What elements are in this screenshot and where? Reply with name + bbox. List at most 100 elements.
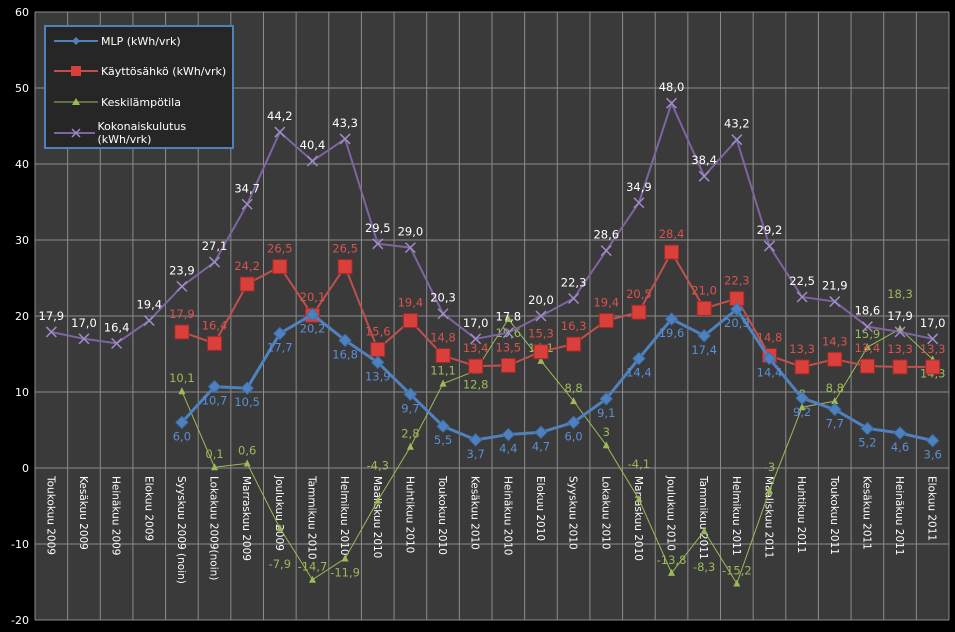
data-label: 13,3 [887, 342, 913, 356]
data-label: 17,9 [39, 309, 65, 323]
data-point-diamond [371, 355, 385, 370]
data-label: 34,7 [234, 181, 260, 195]
data-point-triangle [406, 442, 414, 450]
x-marker-icon [54, 128, 95, 138]
data-point-square [566, 336, 582, 352]
data-point-square [468, 358, 484, 374]
data-label: 19,4 [593, 296, 619, 310]
data-point-triangle [276, 524, 284, 532]
data-label: 17,4 [691, 343, 717, 357]
x-tick-label: Toukokuu 2011 [828, 475, 840, 555]
data-point-square [925, 359, 941, 375]
series-triangle: 10,1 0,1 0,6 -7,9 -14,7-11,9 -4,3 2,8 11,1 12,8 1… [169, 287, 945, 587]
data-label: 14,3 [822, 334, 848, 348]
data-point-square [435, 348, 451, 364]
data-label: 18,6 [855, 304, 881, 318]
x-tick-label: Toukokuu 2009 [44, 475, 56, 555]
data-label: 17,9 [169, 307, 195, 321]
data-label: 7,7 [826, 416, 844, 430]
data-label: 15,6 [365, 324, 391, 338]
data-label: 44,2 [267, 109, 293, 123]
data-point-square [598, 313, 614, 329]
legend-item-kayttosahko: Käyttösähkö (kWh/vrk) [54, 63, 226, 79]
data-label: 4,6 [891, 440, 909, 454]
data-point-square [500, 357, 516, 373]
data-label: -4,1 [628, 457, 650, 471]
data-point-x [731, 134, 743, 146]
data-point-x [274, 126, 286, 138]
data-label: -4,3 [367, 459, 389, 473]
data-point-x [698, 170, 710, 182]
data-label: 34,9 [626, 180, 652, 194]
data-label: 4,4 [499, 442, 517, 456]
data-label: -15,2 [722, 564, 752, 578]
data-point-square [370, 341, 386, 357]
data-label: 10,7 [202, 394, 228, 408]
legend-label: Keskilämpötila [101, 95, 181, 109]
data-point-diamond [925, 433, 940, 448]
series-diamond: 6,0 10,7 10,5 17,7 20,2 16,8 13,9 9,7 5,5 3,7 4,4 4… [173, 302, 942, 462]
data-point-triangle [308, 575, 316, 583]
data-label: 10,5 [234, 395, 260, 409]
data-label: 4,7 [532, 439, 550, 453]
x-tick-label: Huhtikuu 2011 [795, 476, 807, 553]
y-tick-label: 0 [22, 462, 29, 475]
data-label: 23,9 [169, 263, 195, 277]
x-tick-label: Heinäkuu 2010 [501, 476, 513, 556]
x-tick-label: Heinäkuu 2011 [893, 476, 905, 556]
diamond-marker-icon [54, 37, 98, 45]
data-label: 3 [603, 425, 610, 439]
data-point-square [239, 276, 255, 292]
data-label: 24,2 [234, 259, 260, 273]
data-point-square [631, 304, 647, 320]
data-point-x [568, 292, 580, 305]
data-label: -8,3 [693, 560, 715, 574]
data-label: -14,7 [298, 560, 328, 574]
data-point-diamond [795, 391, 809, 405]
data-point-square [664, 244, 680, 260]
data-label: 15,9 [855, 327, 881, 341]
series-x: 17,9 17,0 16,4 19,4 23,9 27,1 34,7 44,2 40,4 43,3… [39, 80, 946, 349]
data-label: 6,0 [564, 429, 582, 443]
data-point-x [209, 256, 221, 268]
data-point-square [337, 259, 353, 275]
data-label: 17,9 [887, 309, 913, 323]
data-label: 17,7 [267, 340, 293, 354]
y-tick-label: 60 [15, 6, 29, 19]
data-point-triangle [211, 463, 219, 471]
data-label: 17,0 [920, 316, 946, 330]
data-point-diamond [240, 381, 254, 395]
data-label: 8,8 [826, 381, 844, 395]
triangle-marker-icon [54, 98, 98, 105]
data-label: 16,4 [104, 320, 130, 334]
data-label: 14,4 [626, 366, 652, 380]
series-square: 17,9 16,4 24,2 26,5 20,1 26,5 15,6 19,4 14,8 13,4… [169, 227, 945, 375]
data-point-diamond [697, 329, 711, 343]
data-label: 19,4 [398, 296, 424, 310]
data-point-x [176, 280, 188, 292]
series-line [180, 306, 934, 443]
data-point-x [633, 197, 645, 209]
series-line [51, 100, 933, 345]
data-point-x [78, 333, 90, 345]
data-point-x [535, 310, 547, 322]
data-label: 16,4 [202, 318, 228, 332]
data-point-x [339, 133, 351, 145]
data-point-x [796, 291, 808, 303]
data-label: 21,0 [691, 283, 717, 297]
data-point-triangle [570, 397, 578, 405]
x-tick-label: Tammikuu 2011 [697, 475, 709, 560]
data-label: 3,6 [924, 448, 942, 462]
data-point-x [666, 97, 678, 109]
legend-label: MLP (kWh/vrk) [101, 34, 181, 48]
data-point-x [470, 333, 482, 345]
data-point-square [794, 359, 810, 375]
x-tick-label: Lokakuu 2010 [599, 476, 611, 550]
data-point-triangle [831, 397, 839, 405]
data-point-diamond [534, 425, 548, 439]
data-point-x [241, 198, 253, 210]
data-label: 43,2 [724, 117, 750, 131]
data-label: 19,4 [136, 298, 162, 312]
data-label: 20,1 [300, 290, 326, 304]
data-label: 22,3 [561, 276, 587, 290]
